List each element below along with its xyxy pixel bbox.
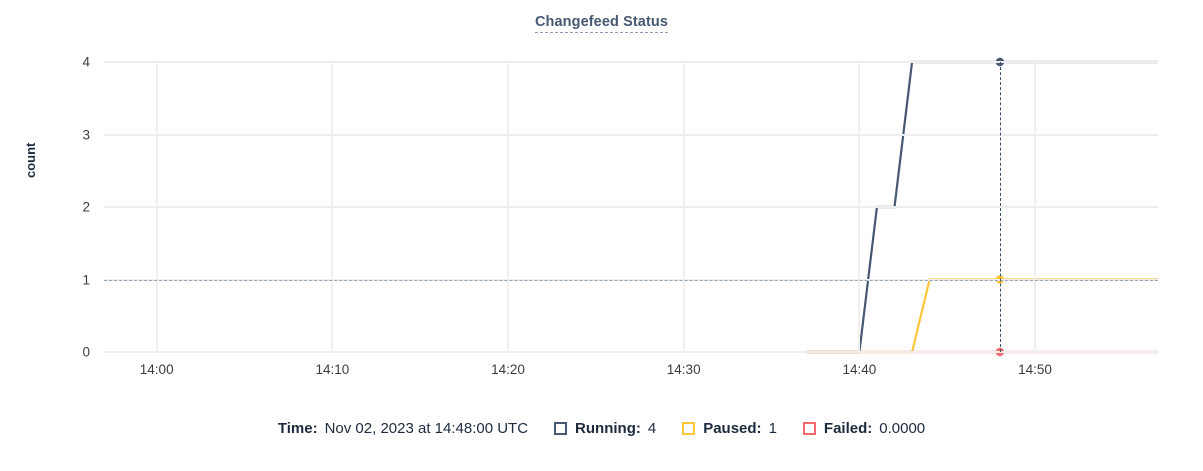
tooltip-time-group: Time: Nov 02, 2023 at 14:48:00 UTC (278, 420, 554, 437)
x-tick-label: 14:10 (315, 362, 350, 377)
gridline-vertical (331, 62, 334, 352)
y-tick-label: 4 (82, 54, 90, 70)
x-tick-label: 14:50 (1018, 362, 1052, 377)
x-tick-label: 14:30 (666, 362, 701, 377)
legend-series-value: 1 (768, 420, 777, 437)
gridline-vertical (682, 62, 685, 352)
y-tick-label: 2 (82, 199, 90, 215)
legend-series-name: Failed: (823, 420, 873, 437)
gridline-horizontal (104, 351, 1158, 353)
chart-title: Changefeed Status (0, 14, 1203, 33)
x-tick-label: 14:40 (842, 362, 877, 377)
legend-entry[interactable]: Failed: 0.0000 (802, 420, 926, 437)
legend-series-name: Paused: (703, 420, 762, 437)
legend-series-value: 4 (647, 420, 657, 437)
legend-swatch-icon (682, 422, 696, 435)
gridline-vertical (1034, 62, 1037, 352)
tooltip-time-label: Time: (277, 420, 318, 437)
y-tick-label: 0 (82, 344, 90, 360)
legend-swatch-icon (802, 422, 816, 435)
gridline-vertical (507, 62, 510, 352)
legend-swatch-icon (554, 422, 568, 435)
gridline-vertical (155, 62, 158, 352)
x-tick-label: 14:00 (139, 362, 174, 377)
y-tick-label: 3 (82, 127, 90, 142)
x-axis-ticks: 14:00 14:10 14:20 14:30 14:40 14:50 (104, 362, 1158, 386)
gridline-vertical (858, 62, 861, 352)
crosshair-horizontal-line (104, 279, 1158, 281)
legend-entry[interactable]: Paused: 1 (682, 420, 803, 437)
chart-title-text: Changefeed Status (534, 14, 669, 33)
plot-area[interactable] (104, 57, 1158, 357)
y-tick-label: 1 (82, 272, 90, 287)
x-tick-label: 14:20 (491, 362, 525, 377)
gridline-horizontal (104, 61, 1158, 63)
gridline-horizontal (104, 133, 1158, 136)
crosshair-vertical-line (999, 62, 1001, 352)
gridline-horizontal (104, 206, 1158, 208)
y-axis-ticks: 0 1 2 3 4 (14, 55, 90, 360)
legend-series-value: 0.0000 (879, 420, 926, 437)
tooltip-time-value: Nov 02, 2023 at 14:48:00 UTC (324, 420, 529, 437)
legend-series-name: Running: (575, 420, 641, 437)
legend-entry[interactable]: Running: 4 (554, 420, 682, 437)
tooltip-legend-row: Time: Nov 02, 2023 at 14:48:00 UTC Runni… (0, 420, 1203, 437)
